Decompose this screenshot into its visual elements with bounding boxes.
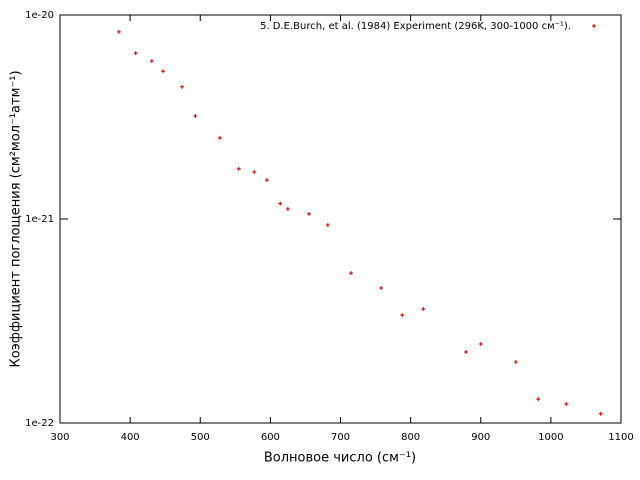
x-tick-label: 600 xyxy=(261,432,280,443)
y-tick-label: 1e-20 xyxy=(25,10,54,21)
data-point xyxy=(536,397,541,402)
data-point xyxy=(161,69,166,74)
data-point xyxy=(564,401,569,406)
legend-marker xyxy=(592,24,596,28)
data-point xyxy=(306,211,311,216)
data-point xyxy=(116,29,121,34)
x-tick-label: 1000 xyxy=(538,432,563,443)
x-axis-label: Волновое число (см⁻¹) xyxy=(264,451,416,466)
data-point xyxy=(252,169,257,174)
data-point xyxy=(478,341,483,346)
x-tick-label: 300 xyxy=(50,432,69,443)
data-point xyxy=(217,135,222,140)
x-tick-label: 1100 xyxy=(608,432,633,443)
data-point xyxy=(598,411,603,416)
data-point xyxy=(400,313,405,318)
data-point xyxy=(264,178,269,183)
data-point xyxy=(149,58,154,63)
data-point xyxy=(513,360,518,365)
x-tick-label: 400 xyxy=(121,432,140,443)
data-point xyxy=(349,271,354,276)
plot-frame xyxy=(59,14,622,424)
data-point xyxy=(464,349,469,354)
data-point xyxy=(285,206,290,211)
x-tick-label: 900 xyxy=(471,432,490,443)
legend-label: 5. D.E.Burch, et al. (1984) Experiment (… xyxy=(260,21,571,32)
x-tick-label: 800 xyxy=(401,432,420,443)
data-point xyxy=(236,166,241,171)
data-point xyxy=(421,307,426,312)
data-point xyxy=(180,84,185,89)
data-point xyxy=(379,285,384,290)
data-point xyxy=(193,113,198,118)
y-tick-label: 1e-21 xyxy=(25,214,54,225)
x-tick-label: 700 xyxy=(331,432,350,443)
data-point xyxy=(325,222,330,227)
y-axis-label: Коэффициент поглощения (см²мол⁻¹атм⁻¹) xyxy=(9,70,24,367)
data-point xyxy=(133,51,138,56)
y-tick-label: 1e-22 xyxy=(25,418,54,429)
data-point xyxy=(278,201,283,206)
x-tick-label: 500 xyxy=(191,432,210,443)
